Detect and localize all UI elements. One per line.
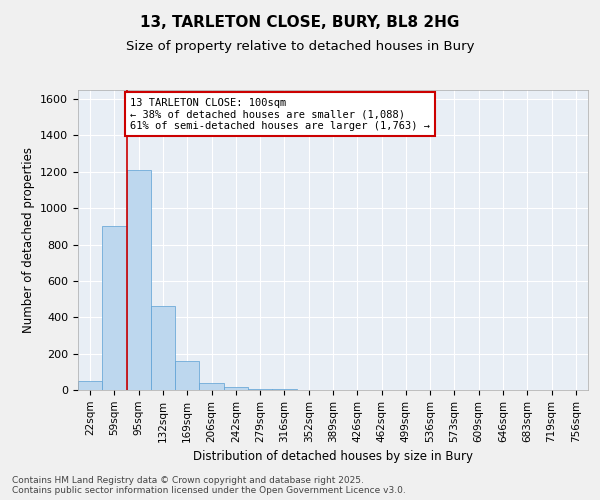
Bar <box>248 389 272 390</box>
X-axis label: Distribution of detached houses by size in Bury: Distribution of detached houses by size … <box>193 450 473 463</box>
Text: 13 TARLETON CLOSE: 100sqm
← 38% of detached houses are smaller (1,088)
61% of se: 13 TARLETON CLOSE: 100sqm ← 38% of detac… <box>130 98 430 130</box>
Bar <box>224 388 248 390</box>
Bar <box>78 381 102 390</box>
Text: 13, TARLETON CLOSE, BURY, BL8 2HG: 13, TARLETON CLOSE, BURY, BL8 2HG <box>140 15 460 30</box>
Text: Contains HM Land Registry data © Crown copyright and database right 2025.
Contai: Contains HM Land Registry data © Crown c… <box>12 476 406 495</box>
Bar <box>127 170 151 390</box>
Bar <box>175 361 199 390</box>
Y-axis label: Number of detached properties: Number of detached properties <box>22 147 35 333</box>
Bar <box>102 226 127 390</box>
Bar <box>151 306 175 390</box>
Bar <box>199 382 224 390</box>
Text: Size of property relative to detached houses in Bury: Size of property relative to detached ho… <box>126 40 474 53</box>
